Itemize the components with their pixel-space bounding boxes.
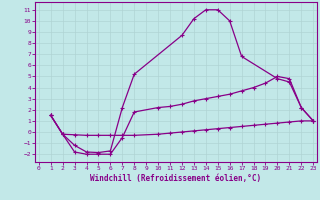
X-axis label: Windchill (Refroidissement éolien,°C): Windchill (Refroidissement éolien,°C) bbox=[91, 174, 261, 183]
